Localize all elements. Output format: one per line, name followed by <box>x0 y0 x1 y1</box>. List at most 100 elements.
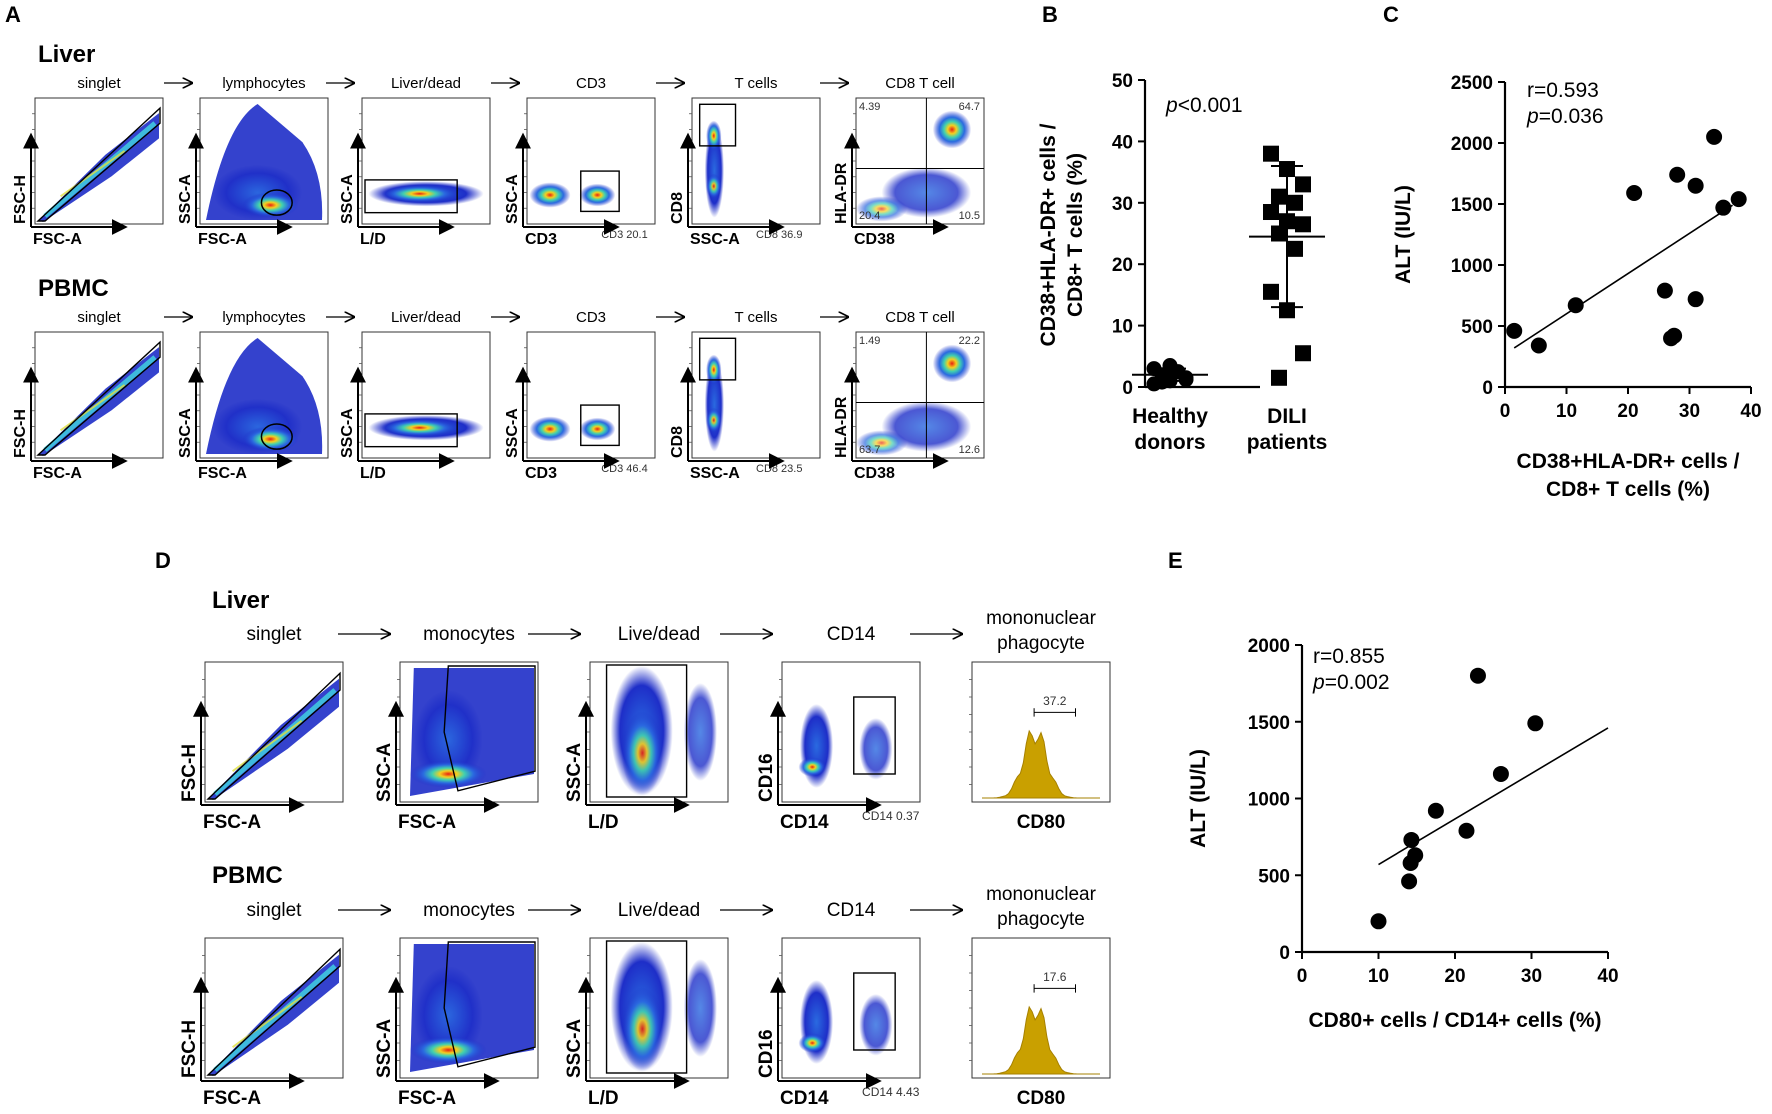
data-point <box>1567 297 1584 314</box>
y-tick-label: 0 <box>1122 378 1133 399</box>
cd3-gate <box>580 404 620 447</box>
density-blob <box>621 987 664 1071</box>
data-point <box>1403 831 1420 848</box>
y-axis-label: FSC-H <box>179 1020 200 1078</box>
y-axis-label: HLA-DR <box>833 162 850 224</box>
data-point <box>1527 715 1544 732</box>
density-blob <box>706 120 722 151</box>
gate-percentage: 17.6 <box>1043 970 1067 984</box>
gate-percentage: CD3 46.4 <box>601 463 647 475</box>
group-label-line1: Healthy <box>1132 405 1208 428</box>
y-tick-label: 1000 <box>1248 790 1290 811</box>
data-point <box>1656 282 1673 299</box>
x-axis-label-line1: CD38+HLA-DR+ cells / <box>1517 450 1740 473</box>
tissue-label: Liver <box>38 41 95 68</box>
cd80-histogram <box>982 1005 1100 1075</box>
tissue-label: Liver <box>212 587 269 614</box>
gate-title: mononuclear <box>986 884 1097 905</box>
density-core <box>213 688 337 796</box>
density-core <box>232 995 303 1049</box>
y-tick-label: 2500 <box>1451 73 1493 94</box>
density-blob <box>409 760 487 788</box>
regression-line <box>1513 204 1733 349</box>
data-point <box>1687 291 1704 308</box>
panel-b-dot-plot: 0 10 20 30 40 50 CD38+HLA-DR+ cells / CD8+ T ce… <box>1037 71 1327 454</box>
gate-title: Liver/dead <box>391 75 461 92</box>
panel-label-B: B <box>1042 2 1058 27</box>
p-symbol: p <box>1312 671 1325 694</box>
gate-title: T cells <box>734 309 777 326</box>
y-axis-label: SSC-A <box>564 743 585 802</box>
x-axis-label: CD3 <box>525 231 557 248</box>
group-label-line1: DILI <box>1267 405 1307 428</box>
data-point-square <box>1271 188 1287 205</box>
y-axis-label: CD8 <box>669 192 686 224</box>
density-blob <box>529 416 571 442</box>
y-axis-label: SSC-A <box>504 408 521 458</box>
x-axis-label: CD14 <box>780 1088 829 1109</box>
group-label-line2: patients <box>1247 431 1328 454</box>
x-axis-label-line2: CD8+ T cells (%) <box>1546 478 1710 501</box>
p-value: =0.036 <box>1539 105 1604 128</box>
gate-title: lymphocytes <box>222 75 305 92</box>
quadrant-value-ll: 20.4 <box>859 210 880 222</box>
gate-title: phagocyte <box>997 909 1085 930</box>
density-blob <box>932 344 972 383</box>
flow-plot-mononuclear-phagocyte: 37.2 CD80 <box>969 661 1111 833</box>
gate-title: monocytes <box>423 900 515 921</box>
x-axis-label: FSC-A <box>198 231 247 248</box>
x-axis-label: FSC-A <box>398 812 456 833</box>
x-tick-label: 20 <box>1444 966 1465 987</box>
x-tick-label: 40 <box>1597 966 1618 987</box>
data-point-square <box>1271 225 1287 242</box>
data-point <box>1530 337 1547 354</box>
density-core <box>43 355 157 452</box>
quadrant-value-lr: 10.5 <box>959 210 980 222</box>
monocyte-gate <box>443 941 536 1068</box>
data-point-square <box>1263 204 1279 221</box>
gate-percentage: CD8 23.5 <box>756 463 802 475</box>
x-axis-label: FSC-A <box>203 812 261 833</box>
cd3-gate <box>580 170 620 213</box>
quadrant-value-ul: 1.49 <box>859 335 880 347</box>
panel-e-correlation: 0 500 1000 1500 2000 0 10 20 30 40 ALT (IU/L) CD80+… <box>1187 636 1619 1032</box>
monocyte-gate <box>443 665 536 792</box>
gate-title: Live/dead <box>618 900 700 921</box>
x-axis-label: L/D <box>360 465 386 482</box>
density-blob <box>856 196 908 222</box>
y-axis-label: SSC-A <box>339 408 356 458</box>
density-blob <box>706 407 722 433</box>
density-core <box>60 150 126 198</box>
gate-title: CD8 T cell <box>885 75 954 92</box>
data-point-square <box>1287 240 1303 257</box>
density-blob <box>706 173 722 199</box>
panel-label-D: D <box>155 548 171 573</box>
density-core <box>213 964 337 1072</box>
x-tick-label: 20 <box>1617 401 1638 422</box>
gate-title: singlet <box>247 900 303 921</box>
data-point <box>1370 913 1387 930</box>
x-axis-label: FSC-A <box>198 465 247 482</box>
data-point-circle <box>1178 372 1194 388</box>
live-dead-gate <box>605 664 688 798</box>
quadrant-value-ur: 22.2 <box>959 335 980 347</box>
gate-title: CD8 T cell <box>885 309 954 326</box>
x-axis-label: L/D <box>588 812 619 833</box>
panel-d-flow-gating: LiversingletFSC-AFSC-HmonocytesFSC-ASSC-… <box>179 587 1111 1109</box>
y-tick-label: 2000 <box>1451 134 1493 155</box>
correlation-r: r=0.855 <box>1313 645 1385 668</box>
density-blob <box>529 182 571 208</box>
y-tick-label: 500 <box>1461 317 1493 338</box>
x-axis-label: CD38 <box>854 231 895 248</box>
t-cell-gate <box>698 103 737 147</box>
density-blob <box>932 110 972 149</box>
